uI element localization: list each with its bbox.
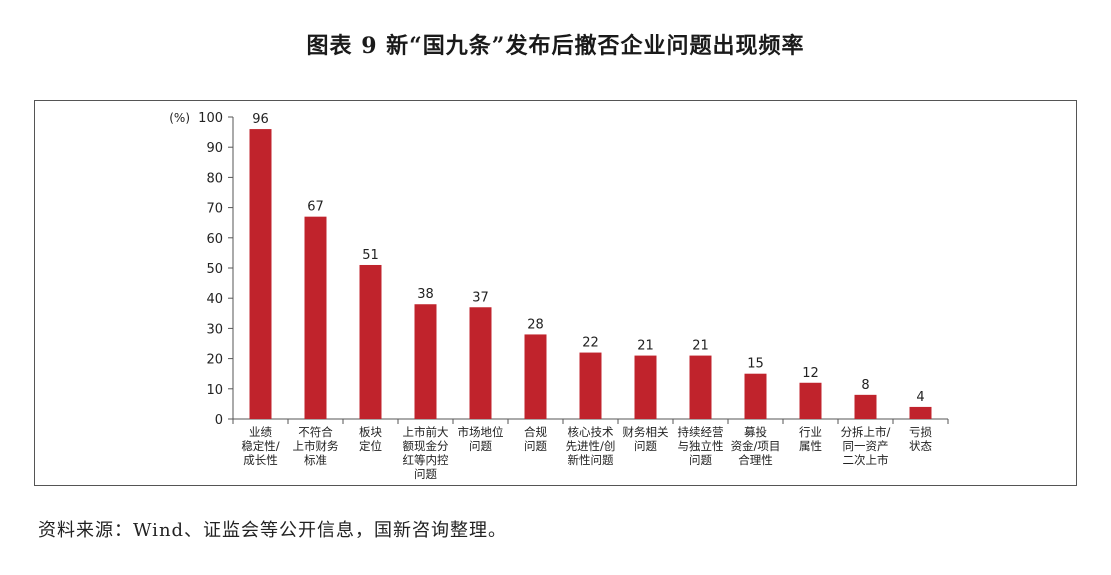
bar xyxy=(634,355,657,419)
data-label: 28 xyxy=(527,317,544,332)
bar xyxy=(689,355,712,419)
y-tick-label: 10 xyxy=(206,383,223,398)
y-tick-label: 100 xyxy=(198,111,223,126)
bar xyxy=(524,334,547,419)
x-tick-label: 募投资金/项目合理性 xyxy=(731,425,781,467)
data-label: 21 xyxy=(692,339,709,354)
bar xyxy=(249,129,272,419)
x-tick-label: 核心技术先进性/创新性问题 xyxy=(566,425,616,467)
x-tick-label: 行业属性 xyxy=(799,425,822,453)
data-label: 22 xyxy=(582,336,599,351)
y-tick-label: 70 xyxy=(206,202,223,217)
x-tick-label: 财务相关问题 xyxy=(623,425,669,453)
y-axis-unit: (%) xyxy=(169,111,190,125)
y-tick-label: 80 xyxy=(206,171,223,186)
data-label: 8 xyxy=(861,378,869,393)
data-label: 21 xyxy=(637,339,654,354)
x-tick-label: 持续经营与独立性问题 xyxy=(678,425,724,467)
data-label: 15 xyxy=(747,357,764,372)
y-tick-label: 50 xyxy=(206,262,223,277)
x-tick-label: 上市前大额现金分红等内控问题 xyxy=(403,425,449,481)
y-tick-label: 20 xyxy=(206,353,223,368)
y-tick-label: 0 xyxy=(215,413,223,428)
chart-frame xyxy=(34,100,1077,486)
x-tick-label: 合规问题 xyxy=(524,425,547,453)
x-tick-label: 不符合上市财务标准 xyxy=(293,425,339,467)
data-label: 51 xyxy=(362,248,379,263)
bar xyxy=(854,394,877,419)
x-tick-label: 板块定位 xyxy=(359,425,382,453)
data-label: 67 xyxy=(307,200,324,215)
y-tick-label: 60 xyxy=(206,232,223,247)
x-tick-label: 亏损状态 xyxy=(909,425,932,453)
data-label: 4 xyxy=(916,390,924,405)
bar xyxy=(304,216,327,419)
chart-title: 图表 9 新“国九条”发布后撤否企业问题出现频率 xyxy=(306,33,805,59)
bar xyxy=(414,304,437,419)
data-label: 37 xyxy=(472,290,489,305)
bar xyxy=(469,307,492,419)
bar xyxy=(799,382,822,419)
bar-chart: 0 10 20 30 40 50 60 70 80 90 100 (%) 96 业绩稳定性/成长性 67 不符… xyxy=(169,111,949,481)
bar xyxy=(579,352,602,419)
bar xyxy=(909,406,932,419)
source-note: 资料来源：Wind、证监会等公开信息，国新咨询整理。 xyxy=(38,520,508,541)
bar xyxy=(744,373,767,419)
bar xyxy=(359,264,382,419)
data-label: 12 xyxy=(802,366,819,381)
y-tick-label: 30 xyxy=(206,322,223,337)
data-label: 96 xyxy=(252,112,269,127)
y-tick-label: 90 xyxy=(206,141,223,156)
x-tick-label: 市场地位问题 xyxy=(458,425,504,453)
y-tick-label: 40 xyxy=(206,292,223,307)
data-label: 38 xyxy=(417,287,434,302)
x-tick-label: 业绩稳定性/成长性 xyxy=(241,425,279,467)
x-tick-label: 分拆上市/同一资产二次上市 xyxy=(841,425,891,467)
